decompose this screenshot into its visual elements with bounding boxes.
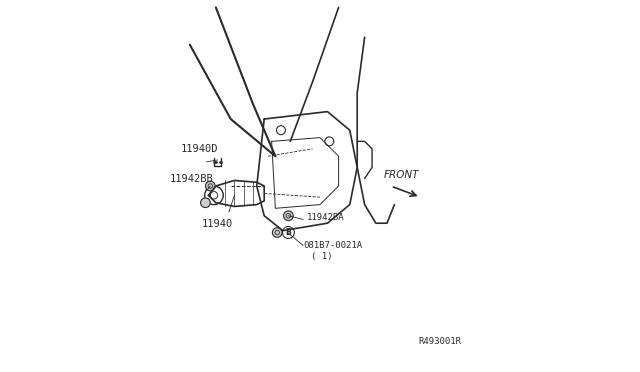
Text: 11940D: 11940D	[180, 144, 218, 154]
Circle shape	[273, 228, 282, 237]
Text: B: B	[285, 228, 291, 237]
Text: R493001R: R493001R	[419, 337, 461, 346]
Circle shape	[284, 211, 293, 221]
Circle shape	[205, 181, 215, 191]
Text: ( 1): ( 1)	[310, 252, 332, 261]
Text: 081B7-0021A: 081B7-0021A	[303, 241, 362, 250]
Text: 11940: 11940	[202, 219, 234, 230]
Text: FRONT: FRONT	[384, 170, 420, 180]
Circle shape	[200, 198, 211, 208]
Text: 11942BB: 11942BB	[170, 174, 214, 184]
Text: 11942BA: 11942BA	[307, 213, 344, 222]
